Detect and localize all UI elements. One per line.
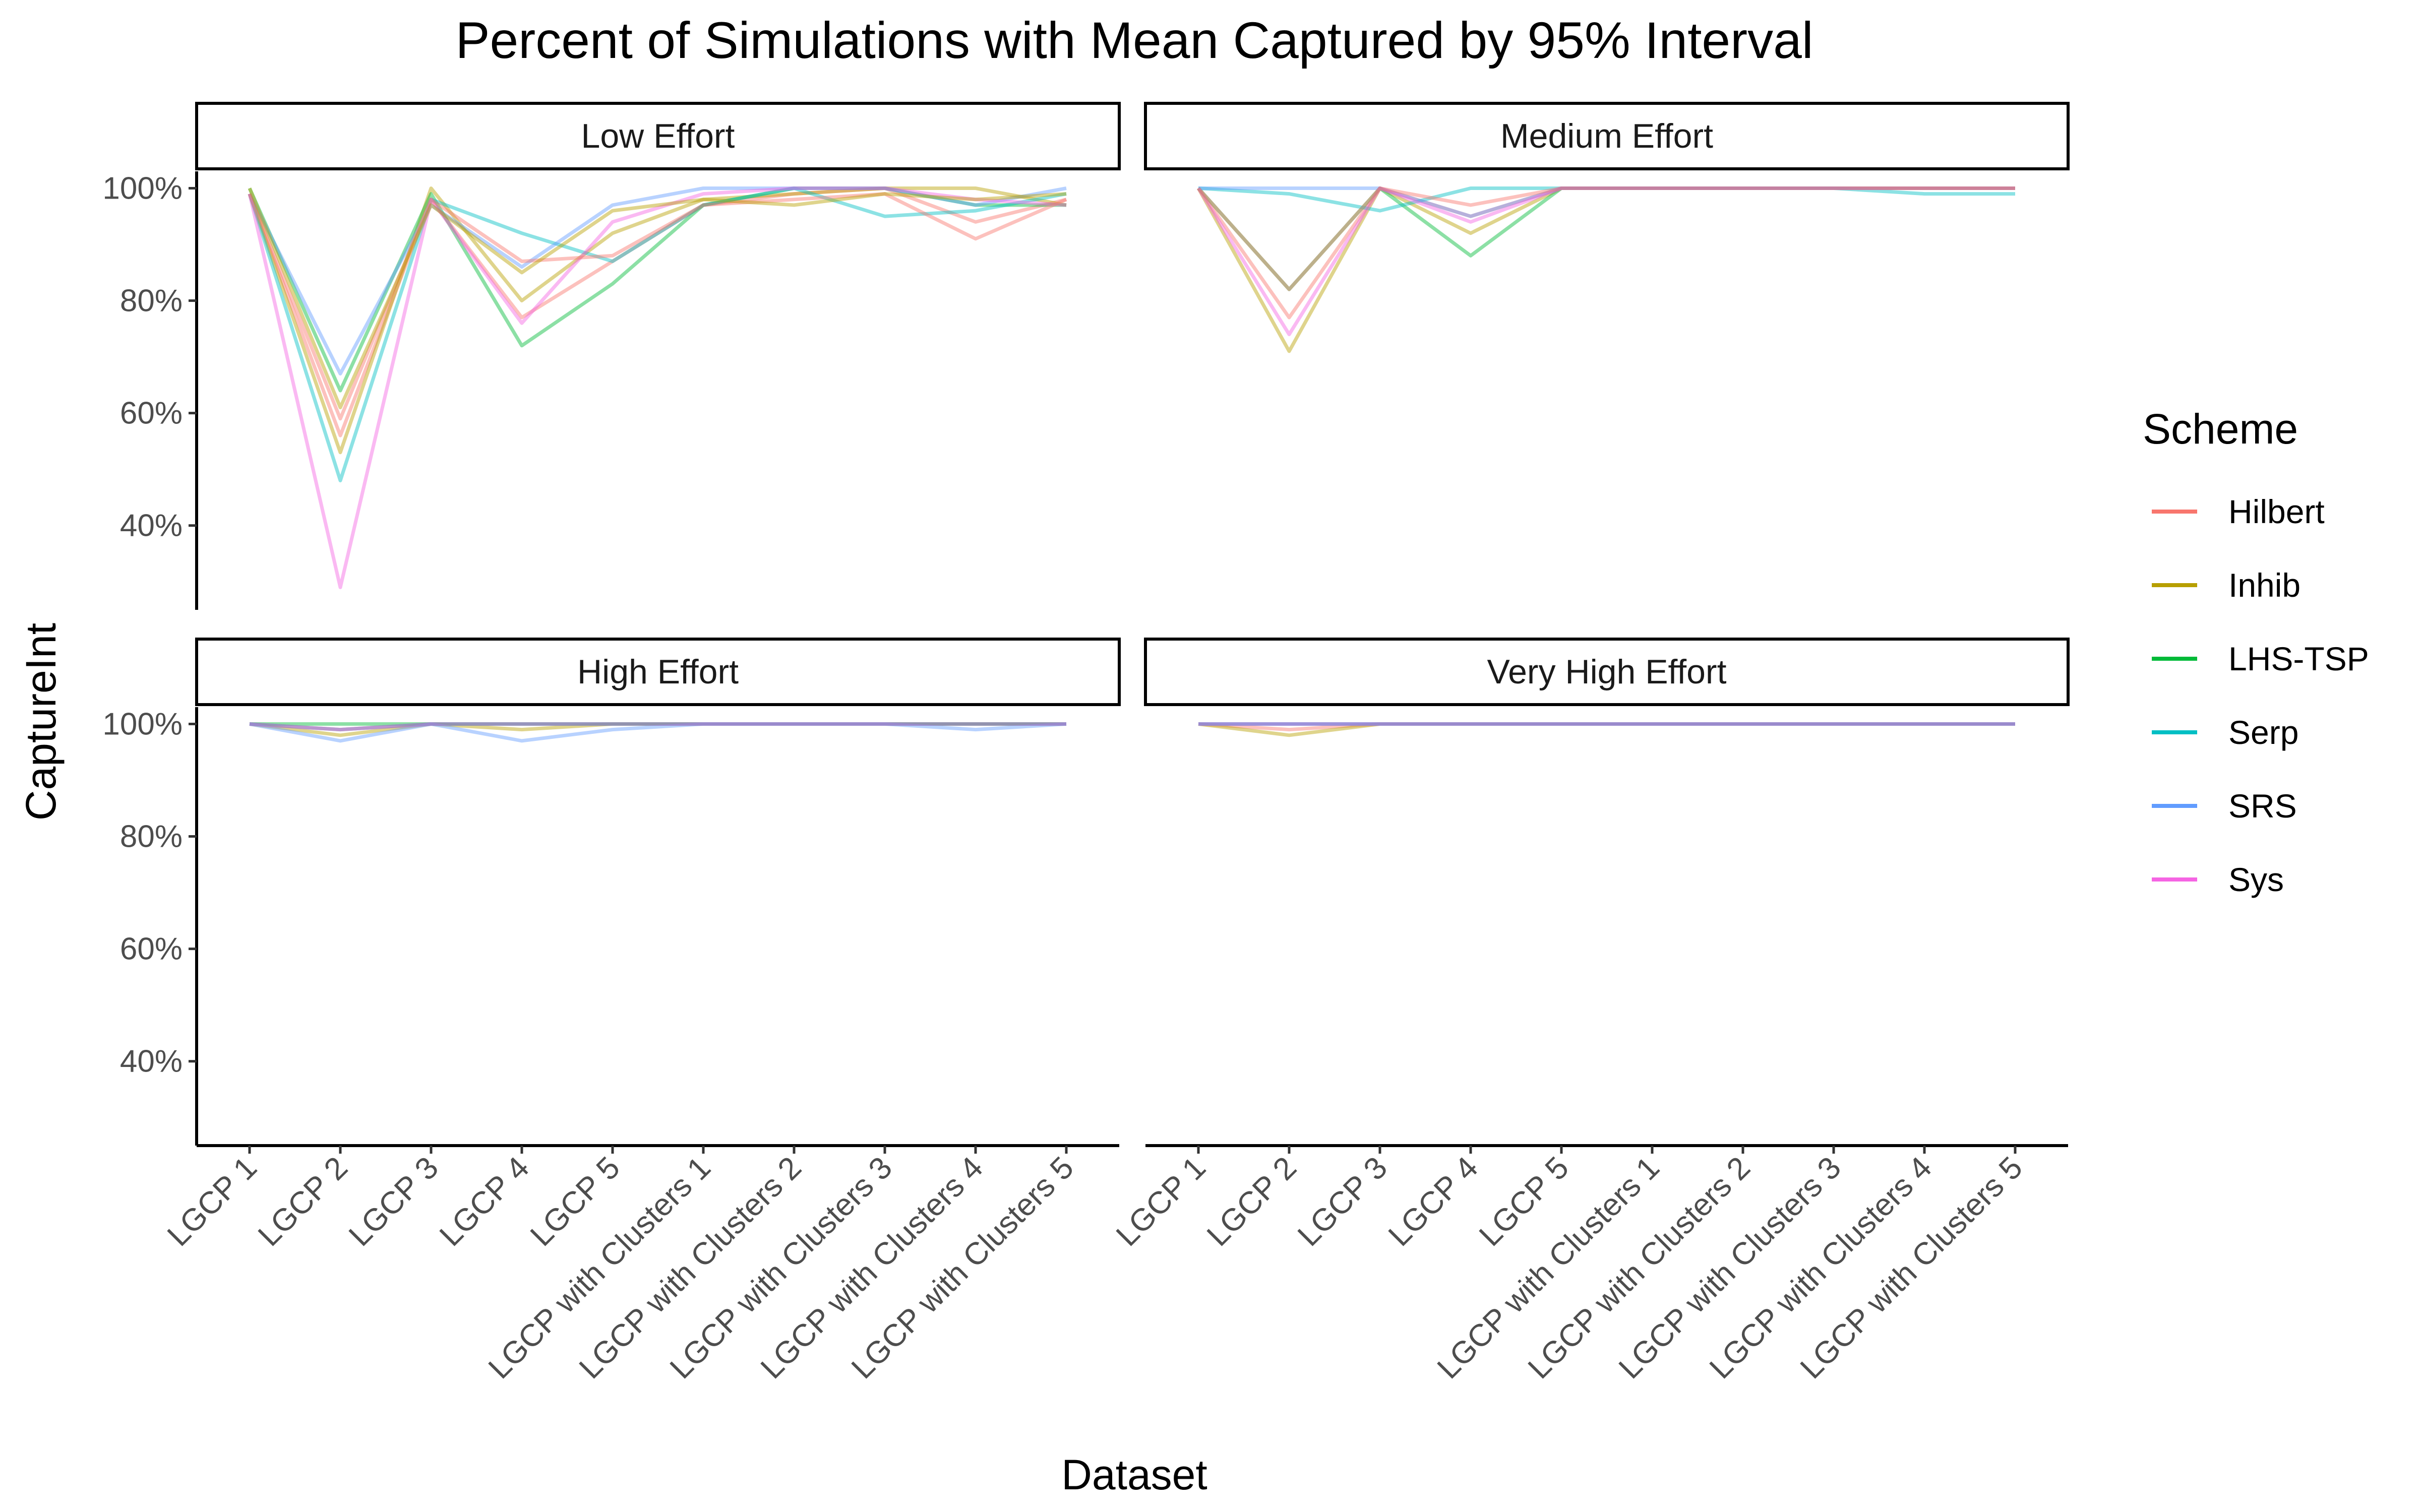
series-line-extra-6	[248, 192, 1067, 421]
strip-box	[1144, 102, 2070, 170]
series-line-serp	[1198, 186, 2015, 213]
series-line-hilbert	[1198, 722, 2015, 732]
legend-label: Serp	[2228, 714, 2298, 751]
legend-label: Hilbert	[2228, 493, 2325, 530]
strip-label: Very High Effort	[1487, 653, 1727, 691]
y-tick-label: 40%	[120, 509, 183, 543]
series-line-inhib	[249, 722, 1066, 737]
series-line-serp	[249, 722, 1066, 732]
series-line-lhs-tsp	[1197, 186, 2015, 291]
series-line-sys	[249, 722, 1066, 732]
x-tick-label: LGCP 2	[1200, 1150, 1303, 1253]
legend: Scheme Hilbert Inhib LHS-TSP Serp SRS Sys	[2143, 405, 2369, 898]
x-tick-label: LGCP 3	[1291, 1150, 1394, 1253]
x-tick-label: LGCP 2	[252, 1150, 354, 1253]
strip-label: High Effort	[577, 653, 739, 691]
series-line-sys	[1197, 186, 2015, 336]
y-tick-label: 40%	[120, 1044, 183, 1079]
series-line-hilbert	[249, 722, 1066, 732]
y-tick-label: 100%	[102, 171, 183, 206]
series-line-extra-7	[248, 187, 1067, 409]
y-tick-label: 60%	[120, 396, 183, 431]
strip-box	[195, 638, 1121, 706]
y-axis-title: CaptureInt	[17, 623, 65, 821]
strip-box	[195, 102, 1121, 170]
series-line-serp	[248, 186, 1067, 482]
panel-medium-effort: Medium Effort	[1144, 102, 2070, 353]
legend-item-serp: Serp	[2152, 714, 2298, 751]
strip-label: Medium Effort	[1500, 117, 1713, 155]
y-tick-label: 80%	[120, 284, 183, 319]
legend-item-srs: SRS	[2152, 787, 2297, 825]
series-line-srs	[1198, 186, 2015, 218]
facet-panels: Low Effort 40% 60% 80% 100% Medium Effort High…	[102, 102, 2070, 1385]
panel-low-effort: Low Effort 40% 60% 80% 100%	[102, 102, 1121, 610]
series-line-hilbert	[1197, 186, 2015, 320]
series-line-inhib	[1198, 722, 2015, 737]
series-line-srs	[249, 722, 1067, 743]
y-tick-label: 80%	[120, 820, 183, 854]
legend-item-hilbert: Hilbert	[2152, 493, 2325, 530]
series-line-extra-6	[1197, 186, 2015, 291]
series-line-inhib	[1196, 186, 2015, 353]
series-line-inhib	[248, 186, 1067, 455]
strip-label: Low Effort	[581, 117, 735, 155]
legend-label: Inhib	[2228, 566, 2301, 604]
x-tick-label: LGCP 4	[1382, 1150, 1485, 1253]
legend-label: SRS	[2228, 787, 2297, 825]
x-tick-label: LGCP 4	[433, 1150, 536, 1253]
legend-label: Sys	[2228, 861, 2284, 898]
legend-item-inhib: Inhib	[2152, 566, 2301, 604]
legend-title: Scheme	[2143, 405, 2298, 453]
series-line-srs	[248, 186, 1067, 375]
x-tick-label: LGCP 3	[342, 1150, 445, 1253]
chart-title: Percent of Simulations with Mean Capture…	[455, 12, 1813, 69]
legend-item-sys: Sys	[2152, 861, 2284, 898]
series-line-sys	[248, 186, 1067, 589]
strip-box	[1144, 638, 2070, 706]
y-tick-label: 60%	[120, 932, 183, 967]
y-tick-label: 100%	[102, 707, 183, 741]
legend-item-lhs-tsp: LHS-TSP	[2152, 640, 2369, 677]
x-axis-title: Dataset	[1061, 1451, 1207, 1498]
series-line-hilbert	[248, 186, 1067, 437]
x-tick-label: LGCP 1	[161, 1150, 264, 1253]
series-line-lhs-tsp	[248, 186, 1066, 393]
x-tick-label: LGCP 1	[1110, 1150, 1213, 1253]
legend-label: LHS-TSP	[2228, 640, 2369, 677]
